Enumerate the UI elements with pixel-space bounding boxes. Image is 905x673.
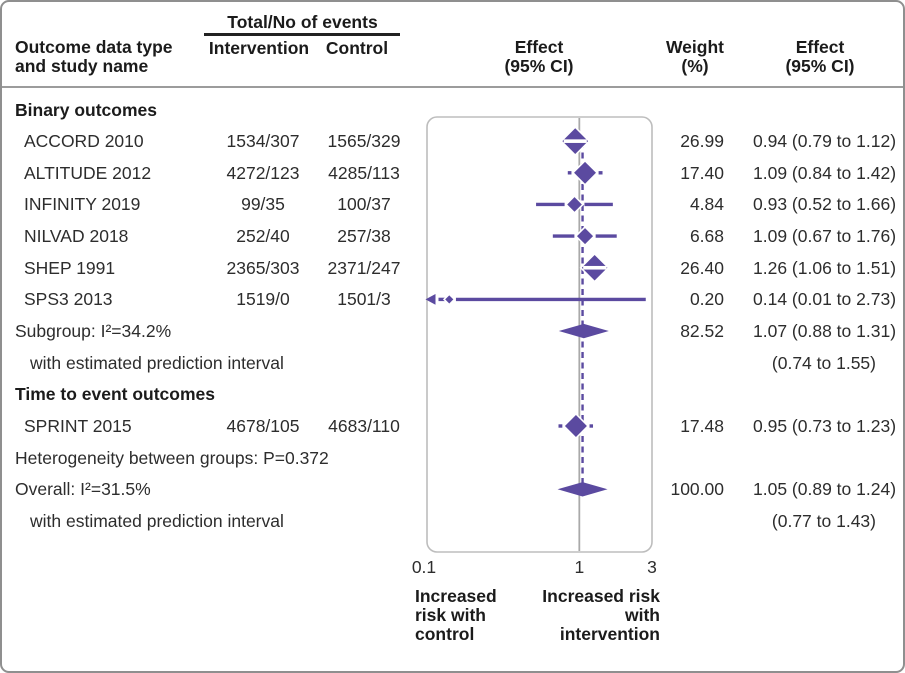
intervention-count: 4678/105: [226, 416, 300, 436]
row-label: with estimated prediction interval: [30, 352, 284, 373]
axis-tick-label: 3: [647, 557, 657, 577]
row-label: Subgroup: I²=34.2%: [15, 321, 172, 342]
intervention-count: 1534/307: [226, 131, 300, 152]
control-count: 257/38: [337, 226, 391, 247]
effect-value: 1.07 (0.88 to 1.31): [753, 321, 897, 342]
intervention-count: 1519/0: [236, 289, 290, 310]
effect-value: (0.74 to 1.55): [771, 352, 876, 373]
intervention-count: 4272/123: [226, 162, 300, 183]
column-header-events-group: Total/No of events: [227, 12, 378, 32]
weight-value: 26.40: [680, 257, 724, 278]
offscale-arrow-icon: [425, 294, 436, 305]
column-header-study: Outcome data type and study name: [15, 38, 173, 75]
column-header-study-line2: and study name: [15, 55, 149, 76]
effect-header-line1: Effect: [795, 37, 845, 57]
intervention-count: 2365/303: [226, 257, 300, 278]
column-header-weight: Weight (%): [653, 38, 737, 75]
plot-box: [426, 116, 653, 553]
weight-value: 82.52: [680, 321, 724, 342]
row-label: ALTITUDE 2012: [24, 162, 152, 183]
effect-value: 0.14 (0.01 to 2.73): [753, 289, 897, 310]
control-count: 1565/329: [327, 131, 401, 152]
summary-diamond: [557, 482, 608, 497]
column-header-intervention: Intervention: [208, 38, 310, 58]
weight-value: 0.20: [689, 289, 724, 310]
effect-value: 0.94 (0.79 to 1.12): [753, 131, 897, 152]
row-label: SPS3 2013: [24, 289, 113, 310]
intervention-count: 252/40: [236, 226, 290, 247]
row-label: SPRINT 2015: [24, 416, 132, 436]
row-label: with estimated prediction interval: [30, 510, 284, 531]
weight-value: 100.00: [670, 479, 724, 500]
effect-value: 1.05 (0.89 to 1.24): [753, 479, 897, 500]
row-label: Binary outcomes: [15, 99, 157, 120]
effect-value: 1.26 (1.06 to 1.51): [753, 257, 897, 278]
effect-plot-header-line2: (95% CI): [504, 55, 574, 76]
weight-value: 17.40: [680, 162, 724, 183]
column-header-study-line1: Outcome data type: [15, 37, 173, 57]
row-label: NILVAD 2018: [24, 226, 129, 247]
control-count: 4285/113: [328, 162, 400, 183]
column-header-effect: Effect (95% CI): [759, 38, 881, 75]
effect-value: 0.93 (0.52 to 1.66): [753, 194, 897, 215]
header-divider: [2, 86, 903, 88]
column-header-effect-plot: Effect (95% CI): [479, 38, 599, 75]
control-count: 2371/247: [327, 257, 401, 278]
row-label: INFINITY 2019: [24, 194, 141, 215]
axis-tick-label: 0.1: [412, 557, 436, 577]
control-count: 100/37: [337, 194, 391, 215]
effect-value: 1.09 (0.67 to 1.76): [753, 226, 897, 247]
point-diamond: [445, 295, 454, 304]
intervention-count: 99/35: [241, 194, 285, 215]
control-count: 1501/3: [337, 289, 391, 310]
effect-header-line2: (95% CI): [785, 55, 855, 76]
weight-value: 4.84: [689, 194, 724, 215]
point-diamond: [576, 228, 594, 245]
row-label: ACCORD 2010: [24, 131, 144, 152]
point-diamond: [574, 161, 596, 184]
ci-stripe: [563, 139, 587, 143]
row-label: Heterogeneity between groups: P=0.372: [15, 447, 329, 468]
column-header-control: Control: [325, 38, 389, 58]
direction-label-intervention: Increased risk with intervention: [542, 586, 660, 644]
summary-diamond: [558, 323, 609, 339]
weight-value: 26.99: [680, 131, 724, 152]
axis-tick-label: 1: [574, 557, 584, 577]
effect-value: 0.95 (0.73 to 1.23): [753, 416, 897, 436]
ci-stripe: [583, 265, 607, 270]
weight-header-line2: (%): [681, 55, 709, 76]
control-count: 4683/110: [328, 416, 400, 436]
weight-value: 6.68: [689, 226, 724, 247]
direction-label-control: Increased risk with control: [415, 586, 497, 644]
point-diamond: [564, 415, 587, 437]
weight-value: 17.48: [680, 416, 724, 436]
effect-plot-header-line1: Effect: [514, 37, 564, 57]
row-label: Time to event outcomes: [15, 384, 216, 405]
effect-value: (0.77 to 1.43): [771, 510, 876, 531]
effect-value: 1.09 (0.84 to 1.42): [753, 162, 897, 183]
row-label: SHEP 1991: [24, 257, 116, 278]
weight-header-line1: Weight: [665, 37, 724, 57]
point-diamond: [567, 197, 582, 212]
events-group-underline: [204, 33, 400, 36]
row-label: Overall: I²=31.5%: [15, 479, 151, 500]
